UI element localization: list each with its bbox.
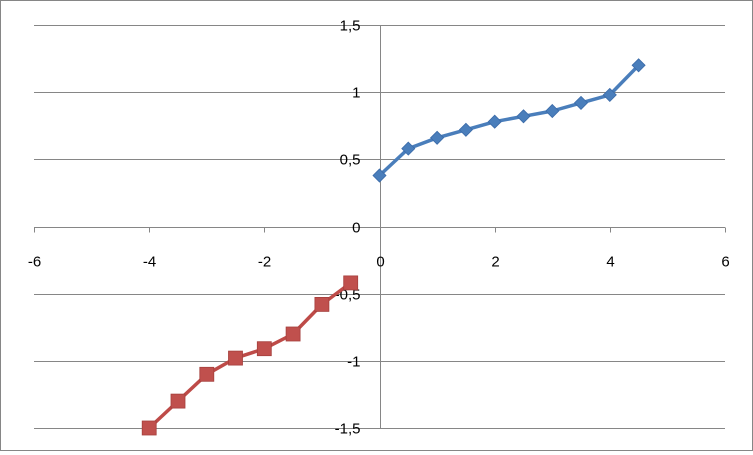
- series-1-point-4: [256, 341, 272, 357]
- series-0-line: [378, 64, 640, 177]
- series-0-point-0: [372, 168, 387, 183]
- x-tick-label-4: 2: [491, 254, 499, 271]
- y-tick-label-3: 0: [352, 220, 360, 237]
- series-1-point-1: [170, 393, 186, 409]
- series-0-point-4: [487, 114, 502, 129]
- series-1-point-6: [314, 296, 330, 312]
- series-layer: [141, 58, 646, 436]
- series-1-point-5: [285, 326, 301, 342]
- series-1-point-7: [343, 275, 359, 291]
- series-0-point-5: [516, 109, 531, 124]
- series-1-point-2: [199, 366, 215, 382]
- y-tick-label-4: 0,5: [340, 152, 361, 169]
- x-axis-ticks: -6 -4 -2 0 2 4 6: [28, 227, 730, 271]
- series-0-point-7: [573, 95, 589, 110]
- x-tick-label-2: -2: [258, 254, 271, 271]
- series-0-point-6: [545, 103, 560, 119]
- x-tick-label-6: 6: [721, 254, 729, 271]
- series-1-point-0: [141, 420, 157, 436]
- x-tick-label-3: 0: [376, 254, 384, 271]
- series-0-point-8: [602, 87, 617, 102]
- series-0-point-1: [401, 141, 416, 156]
- x-tick-label-5: 4: [606, 254, 614, 271]
- y-tick-label-1: -1: [347, 354, 360, 371]
- series-0-point-3: [458, 122, 473, 137]
- series-0-point-2: [430, 130, 445, 145]
- x-tick-label-1: -4: [143, 254, 156, 271]
- series-1-point-3: [228, 350, 243, 366]
- series-0-point-9: [631, 58, 646, 73]
- y-tick-label-0: -1,5: [335, 421, 361, 438]
- y-tick-label-5: 1: [352, 85, 360, 102]
- y-tick-label-6: 1,5: [340, 18, 361, 35]
- x-tick-label-0: -6: [28, 254, 41, 271]
